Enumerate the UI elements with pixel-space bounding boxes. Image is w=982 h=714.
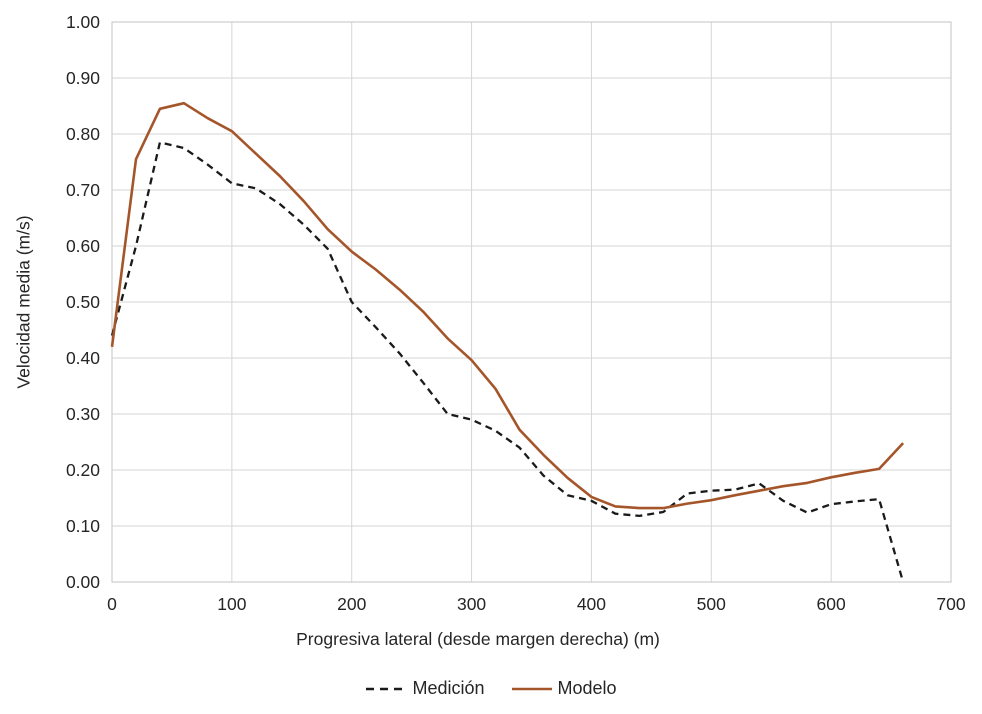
y-tick-label: 1.00 <box>66 12 100 32</box>
legend-item-modelo: Modelo <box>511 678 617 699</box>
x-tick-label: 100 <box>217 594 246 614</box>
y-tick-label: 0.30 <box>66 404 100 424</box>
dashed-line-sample-icon <box>366 687 407 690</box>
y-tick-label: 0.60 <box>66 236 100 256</box>
y-tick-label: 0.00 <box>66 572 100 592</box>
solid-line-sample-icon <box>511 687 552 690</box>
y-tick-label: 0.80 <box>66 124 100 144</box>
x-tick-label: 200 <box>337 594 366 614</box>
y-tick-label: 0.50 <box>66 292 100 312</box>
x-axis-title: Progresiva lateral (desde margen derecha… <box>296 629 660 649</box>
legend-item-medicion: Medición <box>365 678 485 699</box>
modelo-series-line <box>110 101 905 510</box>
x-tick-label: 0 <box>107 594 117 614</box>
y-tick-label: 0.70 <box>66 180 100 200</box>
medicion-series-line <box>110 141 905 583</box>
x-tick-label: 400 <box>577 594 606 614</box>
x-tick-label: 300 <box>457 594 486 614</box>
legend-label-modelo: Modelo <box>557 678 617 698</box>
x-tick-label: 600 <box>817 594 846 614</box>
y-tick-label: 0.90 <box>66 68 100 88</box>
plot-border <box>111 21 952 583</box>
x-tick-label: 700 <box>936 594 965 614</box>
legend: Medición Modelo <box>0 678 982 699</box>
y-tick-label: 0.10 <box>66 516 100 536</box>
legend-label-medicion: Medición <box>412 678 485 698</box>
y-tick-label: 0.20 <box>66 460 100 480</box>
y-axis-title: Velocidad media (m/s) <box>13 215 34 389</box>
y-tick-label: 0.40 <box>66 348 100 368</box>
x-tick-label: 500 <box>697 594 726 614</box>
